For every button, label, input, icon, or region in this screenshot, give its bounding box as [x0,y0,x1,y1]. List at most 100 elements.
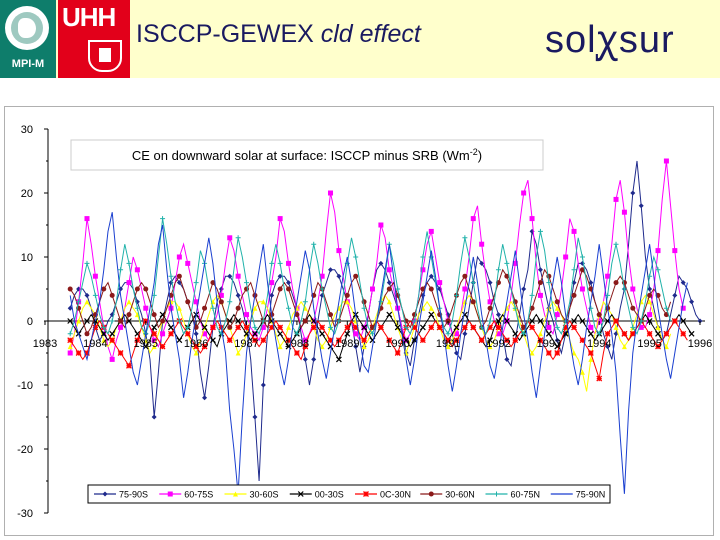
data-point-00-30S [319,330,326,337]
data-point-00-30S [537,318,544,324]
data-point-60-75S [151,337,157,343]
data-point-30-60N [554,299,560,305]
legend-marker-30-60N [428,491,434,497]
data-point-60-75S [244,312,250,318]
x-tick-label: 1983 [33,338,57,350]
data-point-00-30S [100,330,107,337]
data-point-00-30S [512,330,519,337]
data-point-60-75S [336,248,342,254]
data-point-0C-30N [470,324,477,331]
mpi-logo: MPI-M [0,0,56,78]
data-point-60-75S [126,280,132,286]
data-point-60-75N [294,331,300,337]
data-point-00-30S [403,337,410,344]
data-point-60-75N [210,305,216,311]
data-point-60-75N [512,305,518,311]
data-point-60-75N [621,286,627,292]
data-point-00-30S [529,318,535,324]
data-point-60-75S [109,356,115,362]
data-point-30-60N [160,318,166,324]
data-point-75-90S [84,292,90,298]
data-point-75-90S [235,292,241,298]
data-point-30-60N [579,267,585,273]
data-point-75-90S [647,286,653,292]
data-point-30-60N [84,331,90,337]
data-point-75-90S [252,414,258,420]
data-point-30-60N [235,305,241,311]
data-point-30-60S [588,356,594,362]
data-point-75-90S [202,395,208,401]
data-point-75-90S [554,337,560,343]
data-point-0C-30N [134,337,141,344]
data-point-60-75S [655,248,661,254]
data-point-30-60S [537,331,543,337]
data-point-60-75S [370,286,375,292]
data-point-60-75N [588,305,594,311]
data-point-60-75S [269,280,275,286]
data-point-30-60N [470,299,476,305]
data-point-00-30S [411,337,418,344]
data-point-0C-30N [92,324,99,331]
data-point-60-75N [176,318,182,324]
data-point-75-90S [336,273,342,279]
data-point-30-60N [546,273,552,279]
x-tick-label: 1994 [587,338,611,350]
data-point-60-75S [227,235,233,241]
data-point-75-90S [302,356,308,362]
data-point-30-60S [529,350,535,356]
data-point-30-60S [101,337,107,343]
data-point-30-60S [168,299,174,305]
data-point-30-60N [134,286,140,292]
brand-mid: ꭕ [596,19,619,61]
data-point-0C-30N [655,343,661,350]
data-point-75-90S [67,305,73,311]
data-point-0C-30N [646,330,653,337]
data-point-30-60S [386,299,392,305]
data-point-60-75N [319,286,325,292]
data-point-60-75S [176,254,182,260]
data-point-0C-30N [537,337,544,344]
data-point-0C-30N [67,337,74,344]
data-point-30-60N [537,280,543,286]
data-point-0C-30N [75,350,82,356]
data-point-60-75N [554,324,560,330]
data-point-30-60S [487,344,493,350]
x-tick-label: 1986 [184,338,208,350]
data-point-0C-30N [419,337,426,344]
data-point-60-75N [227,299,233,305]
data-point-0C-30N [84,350,90,356]
legend-label: 0C-30N [380,490,411,500]
data-point-0C-30N [251,337,258,344]
uhh-logo: UHH [58,0,130,78]
data-point-75-90S [487,280,493,286]
data-point-0C-30N [629,330,636,337]
data-point-30-60N [504,273,510,279]
data-point-60-75N [537,228,543,234]
data-point-0C-30N [436,324,443,331]
data-point-0C-30N [545,350,552,356]
data-point-30-60N [101,286,107,292]
data-point-30-60N [67,286,73,292]
data-point-60-75S [328,190,334,196]
data-point-0C-30N [209,324,216,331]
data-point-60-75S [672,248,678,254]
data-point-60-75N [160,216,166,222]
data-point-60-75N [563,318,569,324]
data-point-0C-30N [201,343,208,350]
data-point-60-75N [277,260,283,266]
data-point-30-60S [67,344,73,350]
data-point-00-30S [571,318,577,324]
data-point-60-75N [244,280,250,286]
data-point-75-90S [386,280,392,286]
data-point-00-30S [688,330,695,337]
data-point-60-75S [134,267,140,273]
data-point-30-60S [554,305,560,311]
data-point-0C-30N [117,350,124,356]
data-point-60-75S [680,305,686,311]
title-italic: cld effect [320,20,421,48]
data-point-30-60N [462,273,468,279]
data-point-75-90S [277,273,283,279]
data-point-75-90S [495,312,501,318]
data-point-0C-30N [310,324,317,331]
data-point-30-60S [176,305,182,311]
